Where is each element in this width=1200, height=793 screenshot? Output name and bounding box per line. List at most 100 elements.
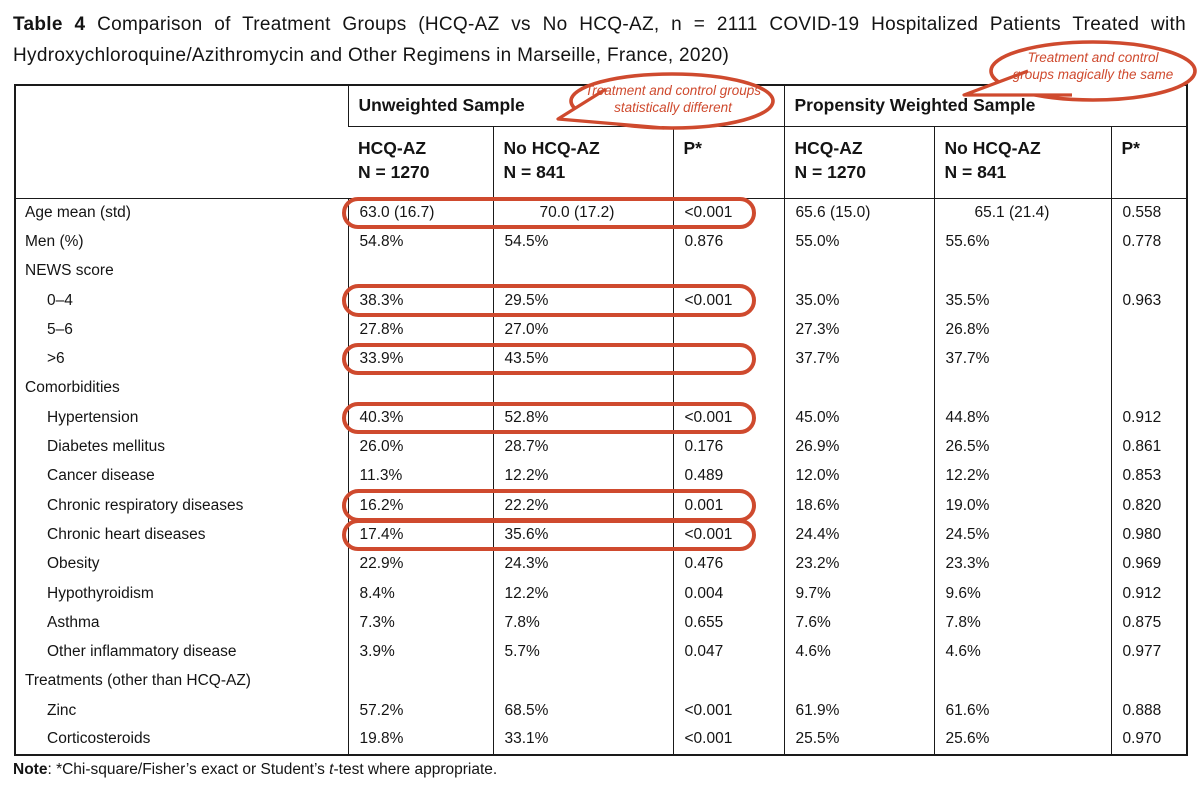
cell-value: 12.2%: [933, 461, 1111, 491]
cell-value: [933, 666, 1111, 697]
group-header-row: Unweighted Sample Propensity Weighted Sa…: [15, 85, 1188, 199]
table-row: Treatments (other than HCQ-AZ): [15, 666, 1188, 697]
cell-value: 43.5%: [492, 344, 673, 374]
comparison-table: Unweighted Sample Propensity Weighted Sa…: [14, 84, 1189, 756]
cell-value: [347, 373, 493, 404]
cell-value: 0.489: [672, 461, 784, 491]
col-header-nohcqaz-unweighted: No HCQ-AZ N = 841: [492, 126, 673, 199]
cell-value: 0.912: [1110, 578, 1188, 609]
cell-value: [672, 256, 784, 286]
cell-value: 61.9%: [783, 696, 934, 726]
cell-value: 38.3%: [347, 285, 493, 316]
cell-value: 0.969: [1110, 549, 1188, 579]
row-label: Chronic heart diseases: [47, 525, 206, 543]
cell-value: 68.5%: [492, 696, 673, 726]
table-row: Other inflammatory disease 3.9% 5.7% 0.047 4…: [15, 637, 1188, 667]
cell-value: 35.5%: [933, 285, 1111, 316]
cell-value: 3.9%: [347, 637, 493, 667]
cell-value: 26.8%: [933, 315, 1111, 345]
cell-value: 65.6 (15.0): [783, 198, 934, 228]
cell-value: [492, 256, 673, 286]
table-title: Table 4 Comparison of Treatment Groups (…: [13, 9, 1186, 71]
cell-value: 45.0%: [783, 403, 934, 433]
cell-value: 55.6%: [933, 227, 1111, 257]
cell-value: 24.5%: [933, 520, 1111, 550]
table-row: Zinc 57.2% 68.5% <0.001 61.9% 61.6% 0.888: [15, 696, 1188, 726]
section-label: NEWS score: [25, 262, 114, 280]
group-header-weighted: Propensity Weighted Sample: [783, 85, 1188, 127]
cell-value: 0.047: [672, 637, 784, 667]
cell-value: 27.0%: [492, 315, 673, 345]
cell-value: [492, 373, 673, 404]
cell-value: [783, 256, 934, 286]
cell-value: 0.778: [1110, 227, 1188, 257]
cell-value: [783, 373, 934, 404]
cell-value: 35.0%: [783, 285, 934, 316]
table-body: Age mean (std) 63.0 (16.7) 70.0 (17.2) <0.0…: [15, 198, 1188, 755]
table-row: Hypertension 40.3% 52.8% <0.001 45.0% 44.8% 0.…: [15, 403, 1188, 433]
cell-value: 0.875: [1110, 608, 1188, 638]
cell-value: 35.6%: [492, 520, 673, 550]
row-label: Corticosteroids: [47, 730, 151, 748]
row-label: Cancer disease: [47, 467, 155, 485]
cell-value: 5.7%: [492, 637, 673, 667]
cell-value: 0.888: [1110, 696, 1188, 726]
table-row: Obesity 22.9% 24.3% 0.476 23.2% 23.3% 0.969: [15, 549, 1188, 579]
table-row: >6 33.9% 43.5% 37.7% 37.7%: [15, 344, 1188, 374]
col-header-hcqaz-unweighted: HCQ-AZ N = 1270: [348, 126, 493, 199]
table-row: 5–6 27.8% 27.0% 27.3% 26.8%: [15, 315, 1188, 345]
cell-value: [1110, 344, 1188, 374]
cell-value: [933, 256, 1111, 286]
cell-value: 7.3%: [347, 608, 493, 638]
cell-value: 12.0%: [783, 461, 934, 491]
group-header-unweighted: Unweighted Sample: [347, 85, 784, 127]
cell-value: 22.2%: [492, 490, 673, 521]
cell-value: 26.0%: [347, 432, 493, 462]
cell-value: [672, 666, 784, 697]
cell-value: 24.3%: [492, 549, 673, 579]
row-label: Other inflammatory disease: [47, 643, 237, 661]
cell-value: 9.7%: [783, 578, 934, 609]
row-label: Hypothyroidism: [47, 584, 154, 602]
cell-value: [1110, 373, 1188, 404]
cell-value: 26.9%: [783, 432, 934, 462]
cell-value: 54.8%: [347, 227, 493, 257]
table-row: Corticosteroids 19.8% 33.1% <0.001 25.5% 25.6…: [15, 725, 1188, 755]
cell-value: 52.8%: [492, 403, 673, 433]
cell-value: 55.0%: [783, 227, 934, 257]
table-row: Chronic respiratory diseases 16.2% 22.2% 0.…: [15, 490, 1188, 521]
cell-value: <0.001: [672, 198, 784, 228]
col-header-nohcqaz-weighted: No HCQ-AZ N = 841: [933, 126, 1111, 199]
cell-value: [347, 256, 493, 286]
cell-value: 0.853: [1110, 461, 1188, 491]
cell-value: [492, 666, 673, 697]
cell-value: <0.001: [672, 725, 784, 755]
cell-value: 26.5%: [933, 432, 1111, 462]
cell-value: 17.4%: [347, 520, 493, 550]
cell-value: 27.8%: [347, 315, 493, 345]
cell-value: 4.6%: [933, 637, 1111, 667]
table-row: Age mean (std) 63.0 (16.7) 70.0 (17.2) <0.0…: [15, 198, 1188, 228]
cell-value: 0.861: [1110, 432, 1188, 462]
cell-value: [1110, 256, 1188, 286]
cell-value: <0.001: [672, 285, 784, 316]
cell-value: 57.2%: [347, 696, 493, 726]
cell-value: 28.7%: [492, 432, 673, 462]
cell-value: 24.4%: [783, 520, 934, 550]
cell-value: 9.6%: [933, 578, 1111, 609]
cell-value: 0.876: [672, 227, 784, 257]
cell-value: 61.6%: [933, 696, 1111, 726]
row-label: Men (%): [25, 232, 84, 250]
table-note: Note: *Chi-square/Fisher’s exact or Stud…: [13, 761, 498, 778]
table-row: NEWS score: [15, 256, 1188, 286]
table-row: Comorbidities: [15, 373, 1188, 404]
cell-value: [347, 666, 493, 697]
table-row: Men (%) 54.8% 54.5% 0.876 55.0% 55.6% 0.778: [15, 227, 1188, 257]
cell-value: 8.4%: [347, 578, 493, 609]
row-label: Obesity: [47, 555, 100, 573]
table-row: Cancer disease 11.3% 12.2% 0.489 12.0% 12.2% 0…: [15, 461, 1188, 491]
cell-value: 29.5%: [492, 285, 673, 316]
cell-value: 23.3%: [933, 549, 1111, 579]
cell-value: 0.476: [672, 549, 784, 579]
